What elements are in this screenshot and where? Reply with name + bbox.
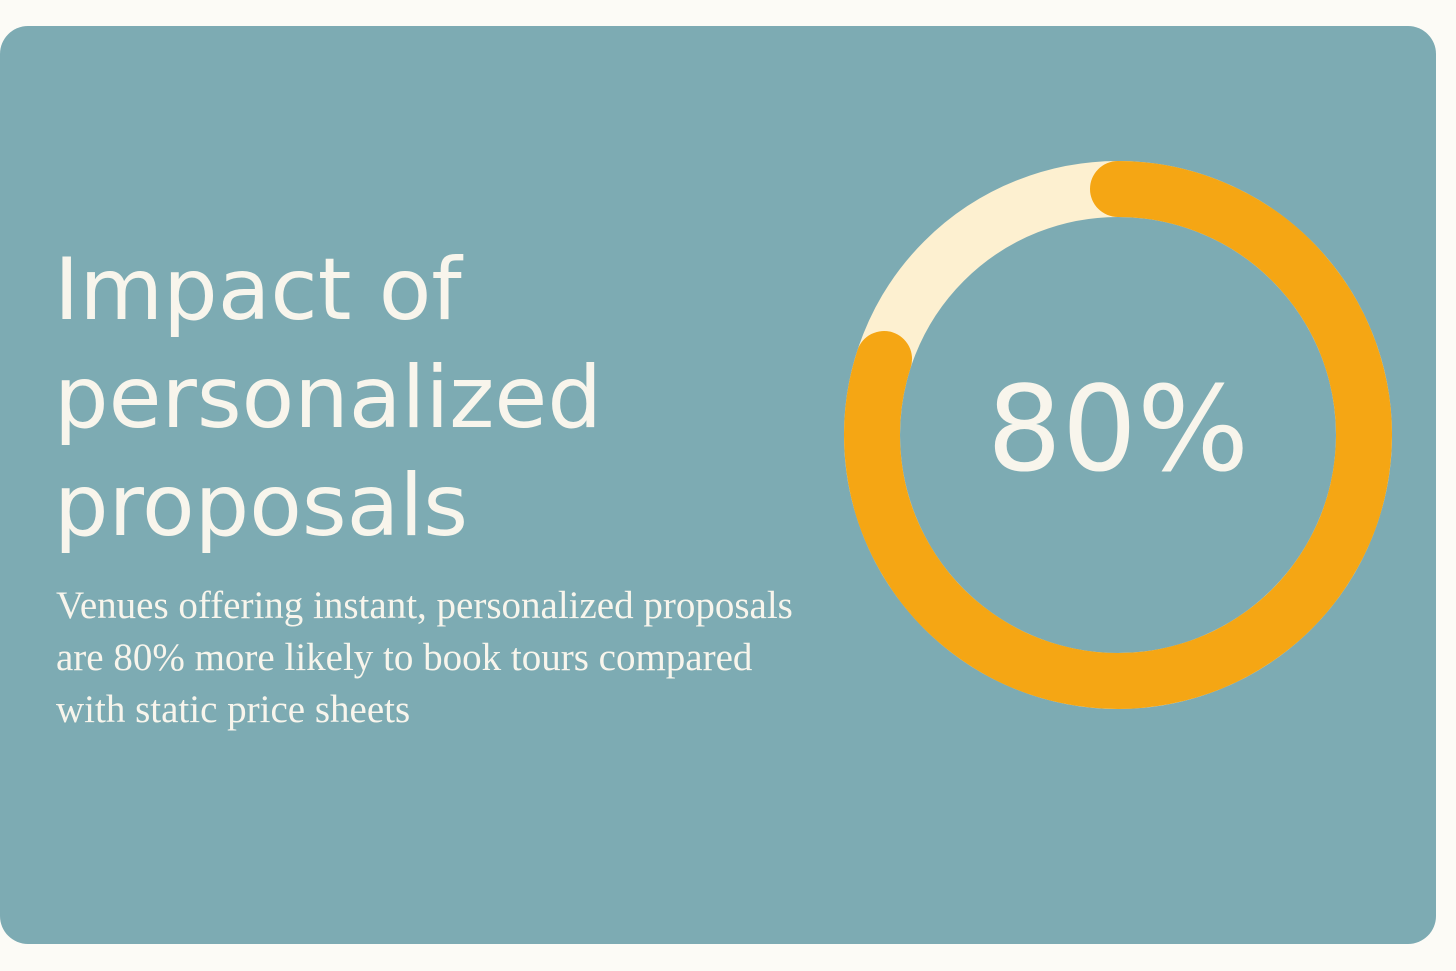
value-label: 80% bbox=[987, 360, 1249, 498]
donut-arc bbox=[844, 161, 1392, 709]
title: Impact of personalized proposals bbox=[54, 240, 602, 556]
subtitle: Venues offering instant, personalized pr… bbox=[56, 584, 793, 731]
